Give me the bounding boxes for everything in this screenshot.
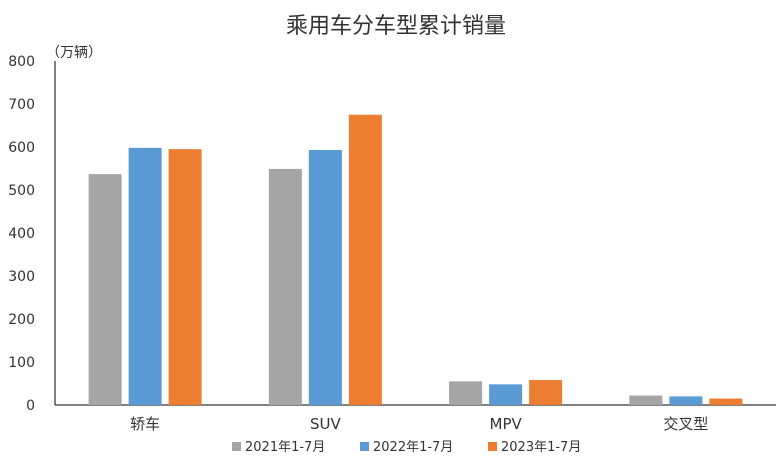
bar bbox=[168, 149, 202, 405]
x-axis-ticks: 轿车 SUV MPV 交叉型 bbox=[130, 415, 708, 433]
legend-swatch bbox=[360, 442, 369, 451]
y-tick-label: 500 bbox=[8, 183, 35, 199]
y-tick-label: 800 bbox=[8, 54, 35, 70]
y-tick-label: 200 bbox=[8, 312, 35, 328]
bar bbox=[449, 381, 483, 405]
bar bbox=[489, 384, 523, 405]
y-tick-label: 100 bbox=[8, 355, 35, 371]
y-tick-label: 300 bbox=[8, 269, 35, 285]
bars-group bbox=[88, 114, 743, 406]
y-axis-unit-label: （万辆） bbox=[46, 45, 102, 61]
x-tick-label: MPV bbox=[490, 415, 523, 433]
bar bbox=[348, 114, 382, 405]
legend-swatch bbox=[232, 442, 241, 451]
bar bbox=[128, 147, 162, 406]
y-tick-label: 600 bbox=[8, 140, 35, 156]
bar bbox=[669, 396, 703, 405]
y-axis-ticks: 0 100 200 300 400 500 600 700 800 bbox=[8, 54, 35, 414]
x-tick-label: SUV bbox=[310, 415, 342, 433]
legend-swatch bbox=[488, 442, 497, 451]
bar bbox=[529, 380, 563, 405]
x-tick-label: 交叉型 bbox=[663, 415, 708, 433]
legend-label: 2023年1-7月 bbox=[501, 440, 581, 455]
legend-label: 2022年1-7月 bbox=[373, 440, 453, 455]
legend-label: 2021年1-7月 bbox=[245, 440, 325, 455]
bar bbox=[709, 398, 743, 405]
y-tick-label: 0 bbox=[26, 398, 35, 414]
bar bbox=[308, 150, 342, 405]
x-tick-label: 轿车 bbox=[130, 415, 160, 433]
y-tick-label: 400 bbox=[8, 226, 35, 242]
chart-title: 乘用车分车型累计销量 bbox=[286, 14, 506, 39]
bar bbox=[268, 168, 302, 405]
legend: 2021年1-7月 2022年1-7月 2023年1-7月 bbox=[232, 440, 581, 455]
bar bbox=[629, 395, 663, 405]
bar bbox=[88, 174, 122, 405]
y-tick-label: 700 bbox=[8, 97, 35, 113]
